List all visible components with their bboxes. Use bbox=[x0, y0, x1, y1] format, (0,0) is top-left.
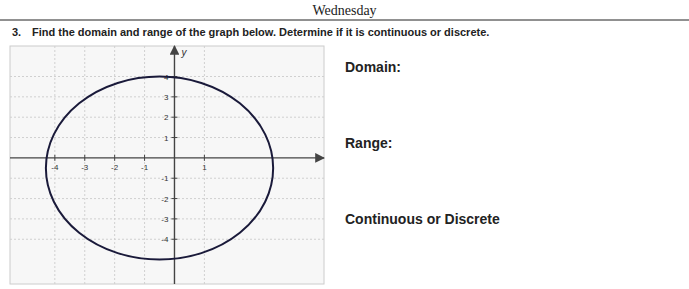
x-tick bbox=[204, 155, 205, 161]
x-axis bbox=[10, 157, 324, 158]
y-tick-label: -4 bbox=[161, 235, 169, 244]
x-tick-label: 1 bbox=[202, 163, 207, 172]
y-tick-label: -2 bbox=[161, 195, 169, 204]
y-tick-label: 3 bbox=[164, 93, 169, 102]
x-tick bbox=[144, 155, 145, 161]
answer-label: Range: bbox=[345, 135, 392, 151]
y-tick bbox=[171, 178, 177, 179]
title: Wednesday bbox=[312, 3, 376, 18]
y-tick-label: 1 bbox=[164, 134, 169, 143]
x-tick bbox=[54, 155, 55, 161]
question-number: 3. bbox=[12, 26, 21, 38]
y-tick-label: -1 bbox=[161, 174, 169, 183]
plot-area bbox=[10, 46, 324, 284]
x-tick-label: -4 bbox=[51, 163, 59, 172]
y-tick bbox=[171, 117, 177, 118]
x-tick-label: -2 bbox=[111, 163, 119, 172]
marks bbox=[46, 77, 273, 260]
question-text: Find the domain and range of the graph b… bbox=[32, 26, 489, 38]
ellipse bbox=[46, 77, 273, 260]
y-axis bbox=[174, 46, 175, 284]
chart-container: Wednesday 3. Find the domain and range of … bbox=[0, 0, 689, 289]
y-tick-label: 2 bbox=[164, 113, 169, 122]
x-tick-label: -1 bbox=[141, 163, 149, 172]
x-tick bbox=[114, 155, 115, 161]
x-tick bbox=[84, 155, 85, 161]
y-tick bbox=[171, 198, 177, 199]
y-tick bbox=[171, 239, 177, 240]
answer-label: Domain: bbox=[345, 59, 401, 75]
y-axis-label: y bbox=[180, 47, 187, 58]
y-tick bbox=[171, 96, 177, 97]
chart-svg: Wednesday 3. Find the domain and range of … bbox=[0, 0, 689, 289]
y-tick bbox=[171, 218, 177, 219]
x-tick-label: -3 bbox=[81, 163, 89, 172]
y-tick bbox=[171, 137, 177, 138]
answer-label: Continuous or Discrete bbox=[345, 211, 500, 227]
title-rule bbox=[0, 20, 689, 21]
y-tick-label: -3 bbox=[161, 215, 169, 224]
